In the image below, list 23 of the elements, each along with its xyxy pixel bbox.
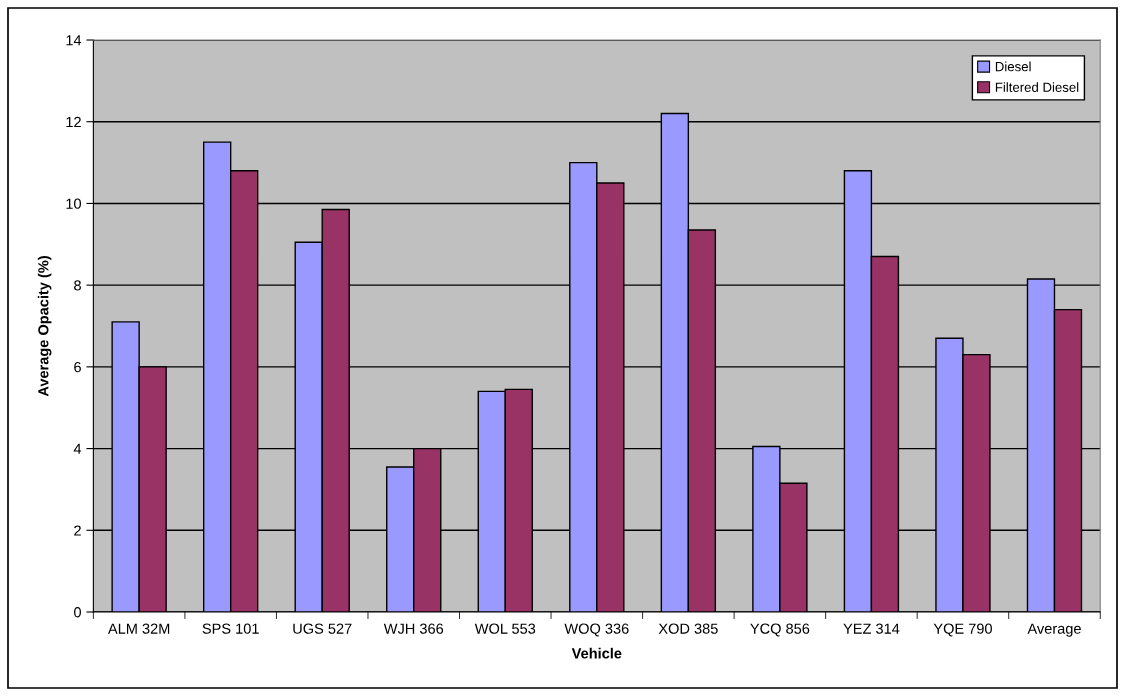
x-tick-label: WJH 366 [383,623,444,634]
y-tick-label: 10 [66,198,81,209]
y-tick-label: 8 [74,280,81,291]
x-axis-title: Vehicle [571,647,622,659]
x-tick-label: YCQ 856 [750,623,810,637]
x-tick-label: YEZ 314 [843,623,900,634]
x-tick-label: UGS 527 [293,623,352,634]
legend-label: Diesel [995,61,1031,72]
x-tick-label: XOD 385 [658,623,718,634]
y-tick-label: 4 [73,443,82,454]
x-tick-label: WOQ 336 [564,623,629,637]
x-tick-label: Average [1027,623,1081,637]
y-tick-label: 6 [74,361,81,373]
y-tick-label: 12 [66,116,81,128]
y-axis-title: Average Opacity (%) [37,256,52,397]
legend-label: Filtered Diesel [995,82,1079,92]
y-tick-label: 14 [66,35,82,46]
x-tick-label: ALM 32M [107,623,170,634]
y-tick-label: 0 [74,607,81,618]
x-tick-label: SPS 101 [202,623,259,634]
x-tick-label: YQE 790 [933,623,992,637]
y-tick-label: 2 [74,525,81,536]
x-tick-label: WOL 553 [474,623,536,634]
